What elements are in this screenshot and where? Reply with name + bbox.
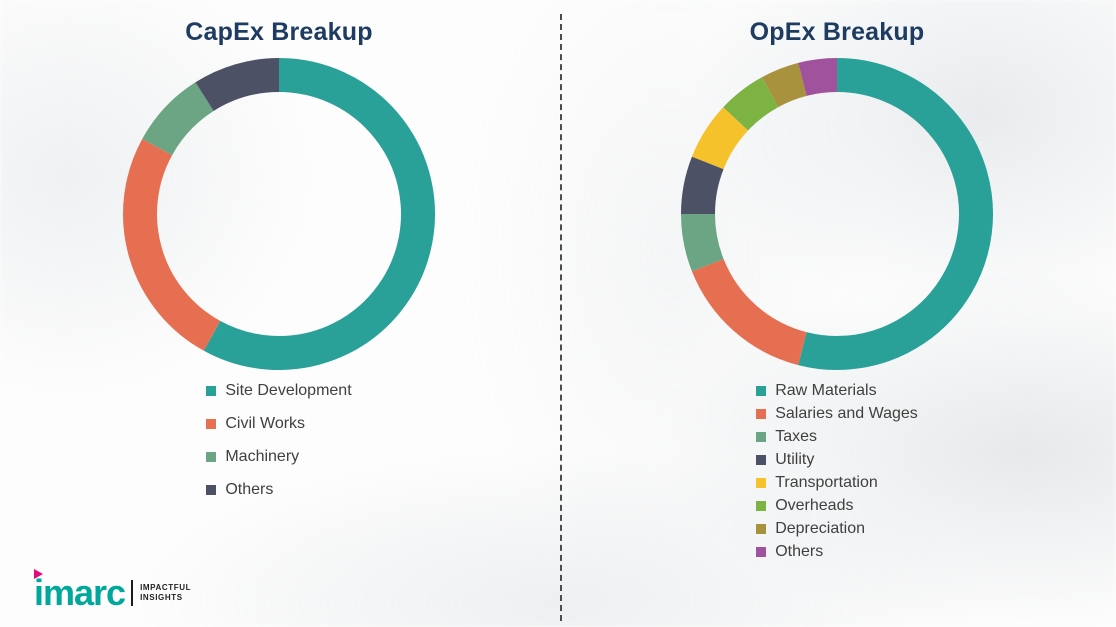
opex-panel: OpEx Breakup Raw Materials Salaries and W… xyxy=(558,0,1116,627)
legend-label: Others xyxy=(775,542,824,560)
logo-wordmark: imarc xyxy=(34,572,126,613)
legend-item: Civil Works xyxy=(206,415,305,432)
donut-segment-4 xyxy=(691,107,749,170)
legend-swatch-icon xyxy=(206,484,217,495)
legend-label: Site Development xyxy=(225,381,352,399)
legend-item: Taxes xyxy=(756,428,817,445)
legend-item: Others xyxy=(756,543,823,560)
opex-donut-chart xyxy=(681,58,993,370)
logo-tagline-line1: IMPACTFUL xyxy=(140,583,192,592)
legend-swatch-icon xyxy=(206,418,217,429)
legend-item: Raw Materials xyxy=(756,381,877,399)
legend-swatch-icon xyxy=(756,408,767,419)
legend-item: Machinery xyxy=(206,448,299,465)
capex-legend: Site Development Civil Works Machinery Othe… xyxy=(206,381,352,498)
donut-segment-7 xyxy=(798,58,838,96)
legend-item: Salaries and Wages xyxy=(756,405,918,422)
legend-swatch-icon xyxy=(756,431,767,442)
legend-swatch-icon xyxy=(206,451,217,462)
donut-segment-2 xyxy=(681,213,724,272)
capex-donut-chart xyxy=(123,58,435,370)
legend-item: Depreciation xyxy=(756,520,865,537)
legend-swatch-icon xyxy=(756,523,767,534)
donut-segment-6 xyxy=(761,62,808,108)
donut-segment-0 xyxy=(798,58,993,370)
legend-label: Taxes xyxy=(775,427,817,445)
legend-swatch-icon xyxy=(756,454,767,465)
capex-title: CapEx Breakup xyxy=(185,18,373,46)
legend-swatch-icon xyxy=(756,385,767,396)
logo-accent-triangle-icon xyxy=(34,569,43,579)
legend-label: Depreciation xyxy=(775,519,866,537)
legend-label: Transportation xyxy=(775,473,878,491)
imarc-logo: imarc IMPACTFUL INSIGHTS xyxy=(34,569,191,613)
legend-item: Others xyxy=(206,481,273,498)
legend-swatch-icon xyxy=(756,546,767,557)
donut-segment-3 xyxy=(195,58,280,112)
logo-tagline: IMPACTFUL INSIGHTS xyxy=(140,583,191,603)
legend-item: Transportation xyxy=(756,474,878,491)
donut-segment-1 xyxy=(123,138,221,351)
opex-title: OpEx Breakup xyxy=(749,18,925,46)
legend-label: Others xyxy=(225,480,274,498)
legend-item: Utility xyxy=(756,451,814,468)
legend-item: Site Development xyxy=(206,381,352,399)
logo-divider-bar xyxy=(131,580,134,606)
legend-label: Machinery xyxy=(225,447,300,465)
donut-segment-0 xyxy=(203,58,435,370)
legend-label: Civil Works xyxy=(225,414,306,432)
legend-label: Salaries and Wages xyxy=(775,404,918,422)
divider-dashed-line xyxy=(560,14,562,621)
donut-segment-3 xyxy=(681,156,724,215)
legend-label: Overheads xyxy=(775,496,854,514)
donut-segment-5 xyxy=(723,77,779,131)
legend-label: Utility xyxy=(775,450,815,468)
logo-tagline-line2: INSIGHTS xyxy=(140,593,183,602)
legend-item: Overheads xyxy=(756,497,853,514)
donut-segment-1 xyxy=(691,258,808,366)
logo-wordmark-wrap: imarc xyxy=(34,569,126,613)
legend-swatch-icon xyxy=(206,385,217,396)
donut-segment-2 xyxy=(142,82,215,156)
capex-panel: CapEx Breakup Site Development Civil Work… xyxy=(123,18,435,498)
legend-swatch-icon xyxy=(756,500,767,511)
legend-label: Raw Materials xyxy=(775,381,877,399)
opex-legend: Raw Materials Salaries and Wages Taxes Util… xyxy=(756,382,918,560)
legend-swatch-icon xyxy=(756,477,767,488)
